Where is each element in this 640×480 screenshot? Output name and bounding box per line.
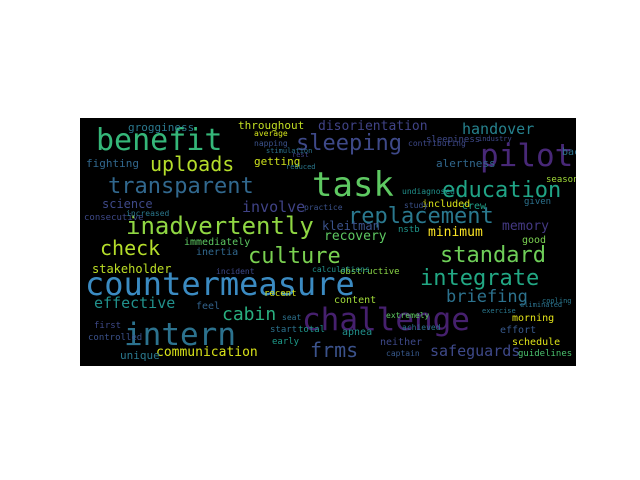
word: incident — [216, 267, 255, 276]
word: transparent — [108, 174, 254, 199]
word: sleeping — [296, 131, 402, 156]
word: schedule — [512, 337, 561, 348]
word: effort — [500, 325, 537, 336]
word: neither — [380, 337, 423, 348]
word: stimulation — [266, 147, 313, 155]
word: fighting — [86, 157, 139, 170]
word: throughout — [238, 119, 305, 132]
word: safeguards — [430, 342, 521, 360]
word: benefit — [96, 123, 223, 158]
word: undiagnosed — [402, 187, 455, 196]
word: total — [298, 325, 326, 335]
word: good — [522, 235, 547, 246]
word: alertness — [436, 157, 496, 170]
word: rest — [292, 151, 309, 159]
word: contributing — [408, 139, 466, 148]
word: minimum — [428, 225, 483, 240]
word: intern — [124, 317, 236, 353]
word: effective — [94, 294, 176, 312]
word: unique — [120, 349, 160, 362]
word: science — [102, 197, 153, 211]
word: crew — [462, 201, 487, 212]
word: cabin — [222, 304, 277, 325]
word: inertia — [196, 247, 239, 258]
word: stakeholder — [92, 262, 172, 276]
word: increased — [126, 209, 170, 218]
word: disorientation — [318, 119, 428, 134]
word: reduced — [286, 163, 316, 171]
word: memory — [502, 219, 549, 234]
word: obstructive — [340, 267, 400, 277]
word: guidelines — [518, 349, 573, 359]
word: cooling — [542, 297, 572, 305]
word: study — [404, 201, 429, 210]
word: achieved — [402, 323, 441, 332]
word: given — [524, 197, 552, 207]
word: communication — [156, 345, 258, 360]
word: start — [270, 325, 298, 335]
word: getting — [254, 155, 301, 168]
word: eliminated — [520, 301, 563, 309]
word: first — [94, 321, 122, 331]
word: calculations — [312, 265, 370, 274]
word: back — [562, 147, 576, 158]
word: task — [312, 165, 394, 205]
word: replacement — [348, 204, 494, 229]
word: controlled — [88, 333, 143, 343]
word: seasonal — [546, 175, 576, 185]
word: practice — [304, 203, 343, 212]
word: consecutive — [84, 213, 144, 223]
word: seat — [282, 313, 302, 322]
word: nstb — [398, 225, 420, 235]
word: included — [422, 199, 471, 210]
word: involve — [242, 198, 306, 216]
word: uploads — [150, 152, 235, 176]
word: sleepiness — [426, 135, 481, 145]
word: recovery — [324, 229, 387, 244]
word: handover — [462, 120, 535, 138]
word: average — [254, 129, 288, 138]
word: check — [100, 236, 161, 260]
word: morning — [512, 313, 555, 324]
word: integrate — [420, 266, 540, 291]
word: frms — [310, 338, 359, 362]
word: recent — [264, 289, 297, 299]
word: captain — [386, 349, 420, 358]
word: immediately — [184, 237, 251, 248]
word: countermeasure — [85, 265, 355, 303]
word-cloud: countermeasure challenge task intern ben… — [80, 118, 576, 366]
word: culture — [248, 244, 341, 269]
word: extremely — [386, 311, 430, 320]
word: briefing — [446, 287, 528, 307]
word: standard — [440, 243, 546, 268]
word: grogginess — [128, 121, 195, 134]
word: inadvertently — [126, 212, 314, 240]
word: early — [272, 337, 300, 347]
word: apnea — [342, 327, 373, 338]
word: education — [442, 178, 562, 203]
word: pilot — [480, 138, 574, 174]
word: feel — [196, 301, 221, 312]
word: exercise — [482, 307, 516, 315]
word: challenge — [302, 302, 470, 338]
word: napping — [254, 139, 288, 148]
word: kleitman — [322, 219, 380, 233]
word: industry — [478, 135, 512, 143]
word: content — [334, 295, 377, 306]
